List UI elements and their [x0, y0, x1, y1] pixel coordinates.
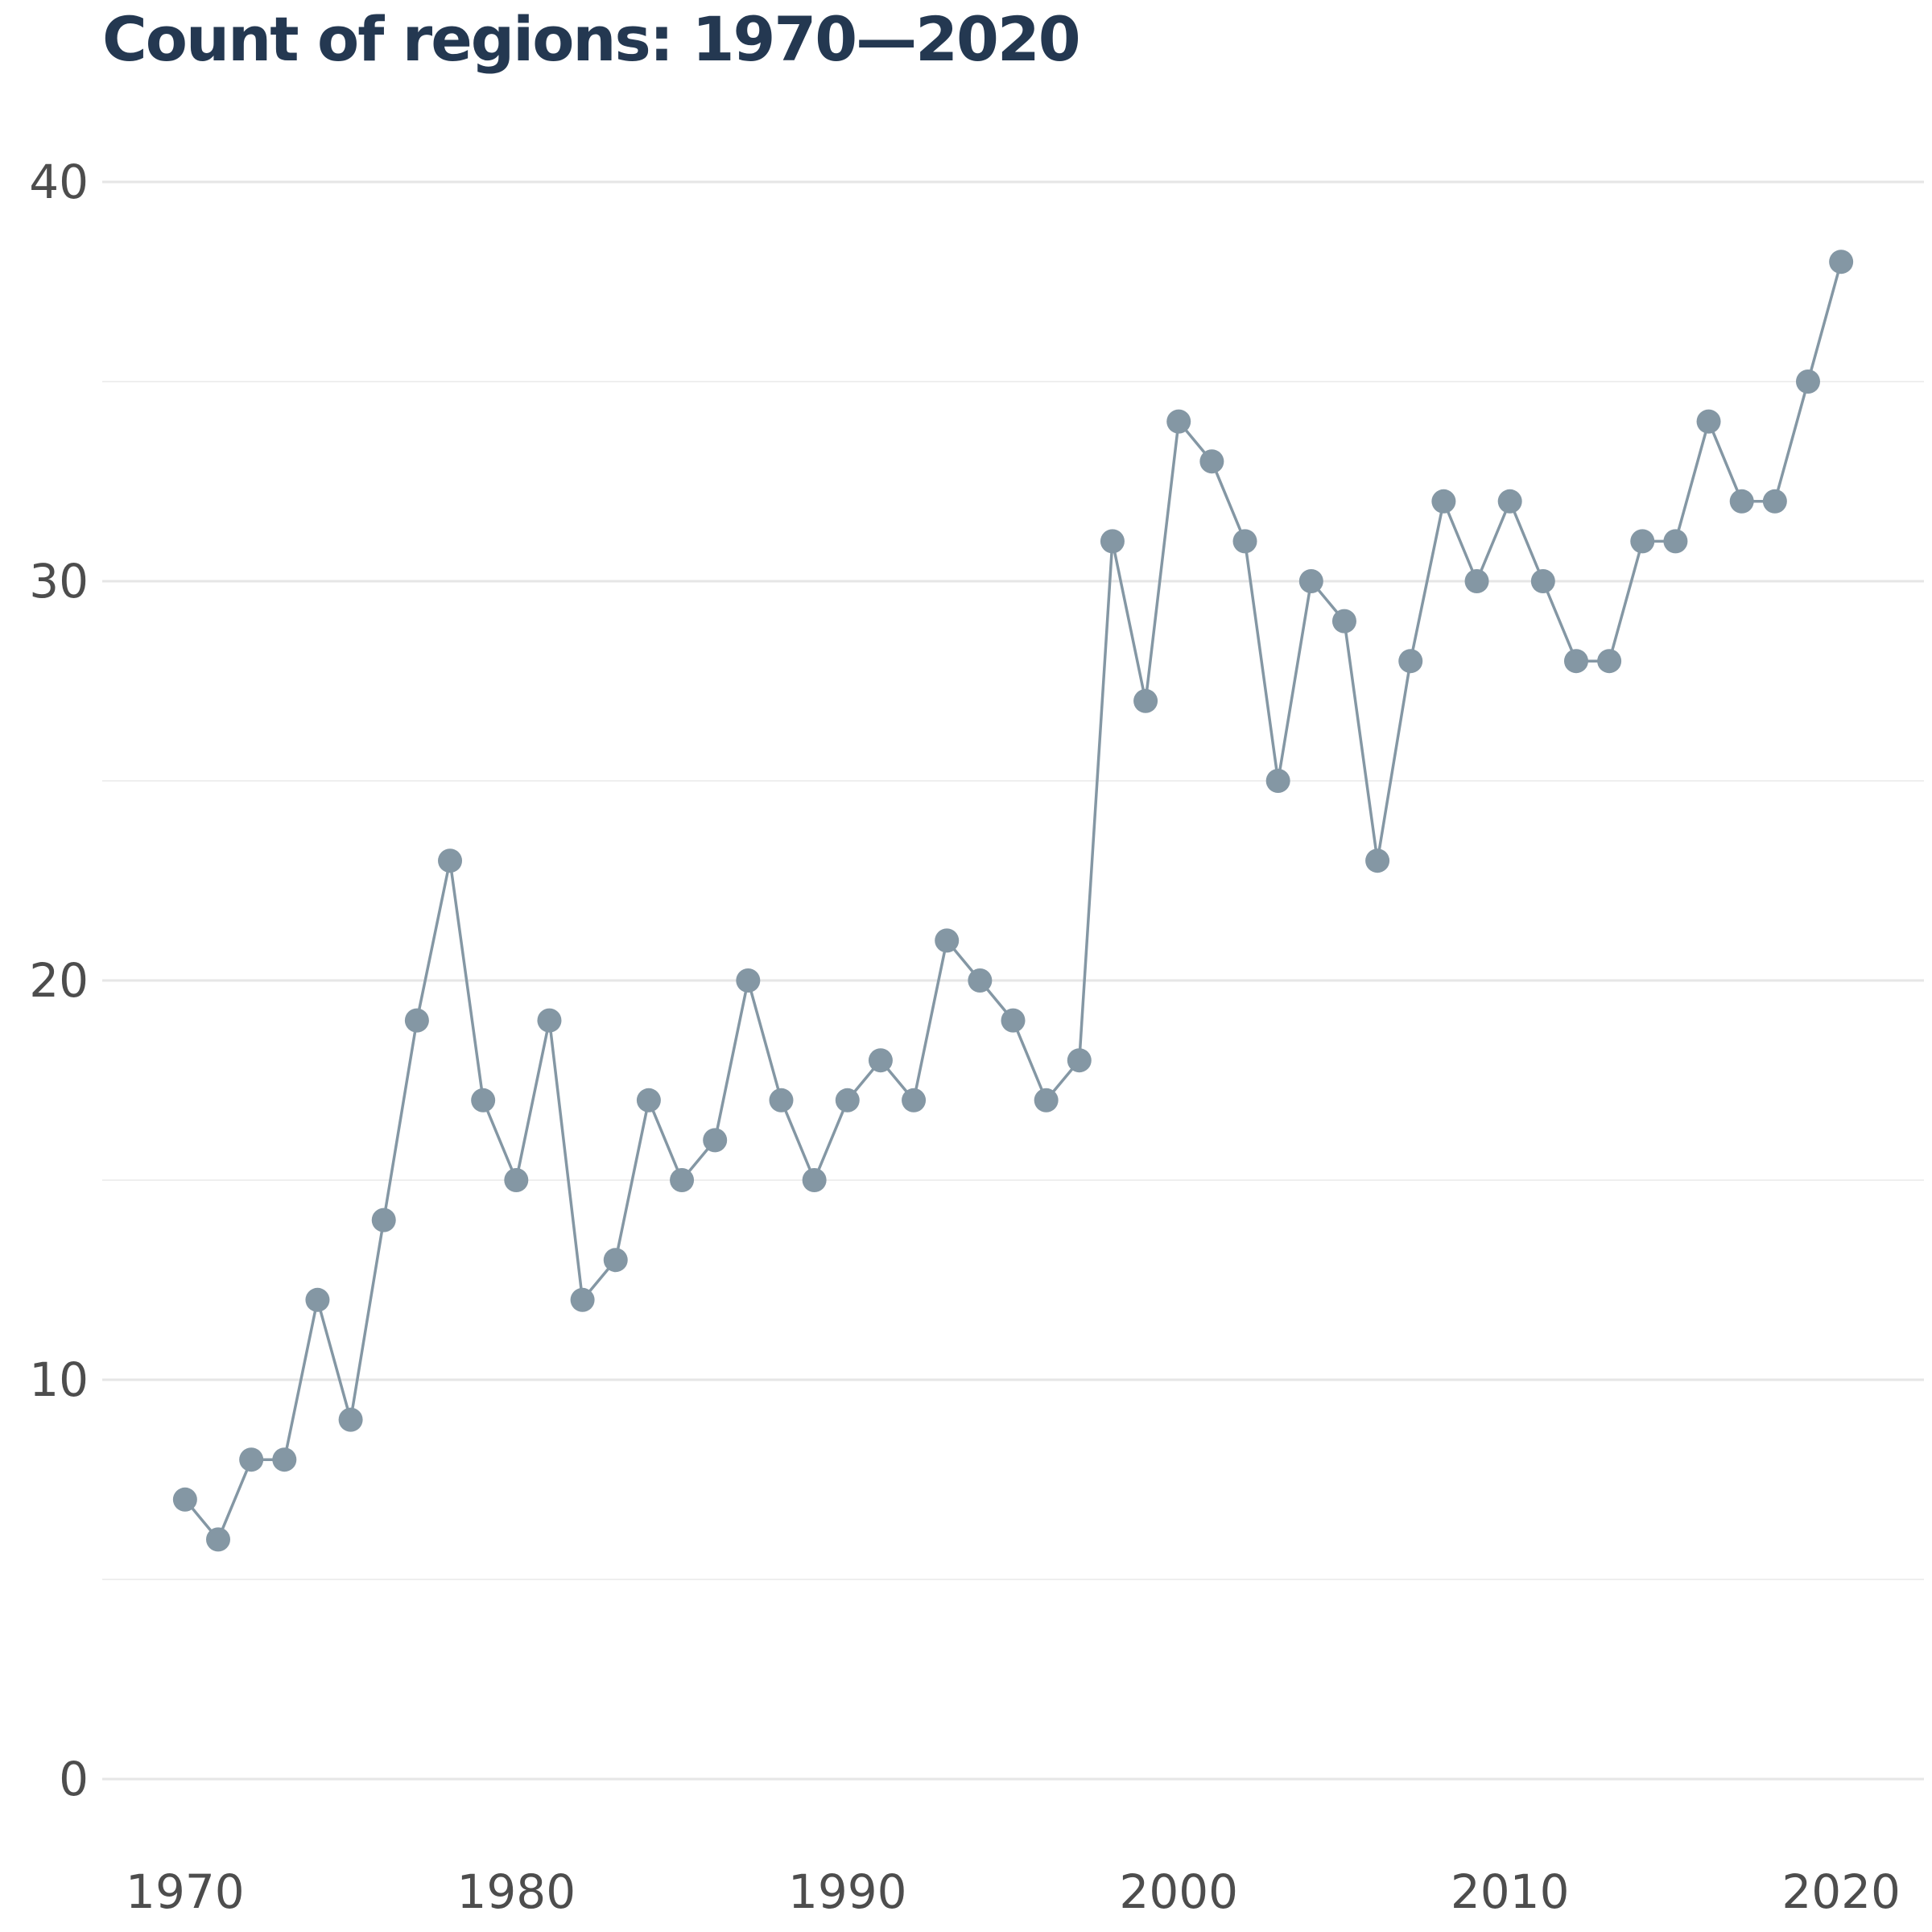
data-point	[338, 1407, 363, 1432]
chart-title: Count of regions: 1970—2020	[102, 3, 1081, 75]
data-point	[1829, 250, 1854, 275]
x-tick-label: 1990	[788, 1864, 907, 1919]
y-tick-label: 20	[29, 953, 89, 1008]
data-point	[172, 1487, 197, 1512]
data-point	[769, 1088, 794, 1113]
data-point	[404, 1008, 429, 1033]
x-tick-label: 1980	[457, 1864, 576, 1919]
data-point	[1298, 569, 1323, 593]
data-point	[1265, 769, 1290, 793]
data-point	[1365, 848, 1390, 873]
data-point	[736, 968, 761, 993]
x-tick-label: 2000	[1119, 1864, 1238, 1919]
data-point	[1398, 649, 1423, 674]
data-point	[1331, 609, 1356, 634]
y-tick-label: 40	[29, 155, 89, 209]
data-point	[802, 1168, 827, 1192]
data-point	[537, 1008, 562, 1033]
data-point	[1166, 409, 1191, 434]
data-point	[206, 1527, 231, 1552]
series-line	[184, 261, 1843, 1542]
data-point	[570, 1287, 595, 1312]
data-point	[1232, 529, 1257, 554]
data-point	[1067, 1048, 1092, 1073]
data-point	[935, 928, 960, 953]
data-point	[1034, 1088, 1059, 1113]
x-axis-ticks: 1970 1980 1990 2000 2010 2020	[126, 1864, 1901, 1919]
data-point	[902, 1088, 927, 1113]
data-point	[703, 1128, 728, 1153]
data-point	[1597, 649, 1622, 674]
data-point	[1497, 489, 1522, 514]
data-point	[636, 1088, 661, 1113]
data-point	[603, 1248, 628, 1273]
data-point	[1630, 529, 1655, 554]
data-point	[305, 1287, 330, 1312]
data-point	[1696, 409, 1721, 434]
data-point	[1530, 569, 1555, 593]
data-point	[1100, 529, 1125, 554]
y-tick-label: 30	[29, 554, 89, 609]
x-tick-label: 1970	[126, 1864, 245, 1919]
data-point	[1001, 1008, 1026, 1033]
data-point	[1431, 489, 1456, 514]
data-point	[272, 1447, 297, 1472]
grid-layer	[102, 180, 1924, 1781]
y-axis-ticks: 0 10 20 30 40	[29, 155, 89, 1806]
y-tick-label: 0	[59, 1752, 89, 1806]
data-point	[239, 1447, 264, 1472]
data-point	[968, 968, 993, 993]
data-point	[1563, 649, 1588, 674]
data-point	[1795, 369, 1820, 394]
data-point	[1663, 529, 1688, 554]
data-point	[1762, 489, 1787, 514]
data-point	[471, 1088, 496, 1113]
data-point	[371, 1208, 396, 1232]
data-point	[438, 848, 463, 873]
data-point	[868, 1048, 893, 1073]
data-point	[1464, 569, 1489, 593]
data-point	[835, 1088, 860, 1113]
data-point	[1133, 688, 1158, 713]
data-point	[504, 1168, 529, 1192]
y-tick-label: 10	[29, 1352, 89, 1407]
x-tick-label: 2010	[1451, 1864, 1570, 1919]
series-layer	[172, 250, 1854, 1552]
data-point	[1199, 449, 1224, 474]
data-point	[670, 1168, 695, 1192]
data-point	[1729, 489, 1754, 514]
x-tick-label: 2020	[1781, 1864, 1901, 1919]
